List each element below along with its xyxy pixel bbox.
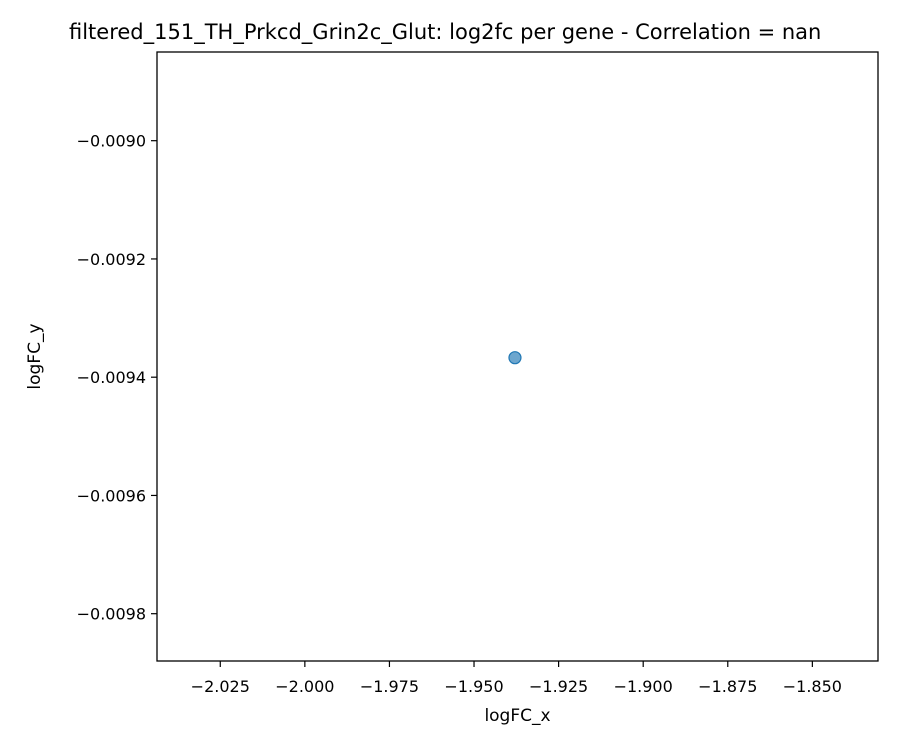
y-tick-label: −0.0090 [77, 132, 146, 151]
x-tick-label: −1.875 [698, 677, 757, 696]
y-axis-ticks: −0.0090 −0.0092 −0.0094 −0.0096 −0.0098 [77, 132, 157, 624]
x-tick-label: −1.850 [783, 677, 842, 696]
chart-title: filtered_151_TH_Prkcd_Grin2c_Glut: log2f… [69, 20, 821, 45]
x-tick-label: −1.950 [444, 677, 503, 696]
x-tick-label: −2.025 [191, 677, 250, 696]
y-tick-label: −0.0098 [77, 605, 146, 624]
x-tick-label: −2.000 [275, 677, 334, 696]
scatter-point [508, 351, 522, 365]
axes-frame [156, 51, 879, 662]
y-tick-label: −0.0094 [77, 368, 146, 387]
x-tick-label: −1.975 [360, 677, 419, 696]
x-axis-ticks: −2.025 −2.000 −1.975 −1.950 −1.925 −1.900 −1.8… [191, 661, 842, 696]
y-tick-label: −0.0096 [77, 486, 146, 505]
x-tick-label: −1.925 [529, 677, 588, 696]
x-axis-label: logFC_x [484, 706, 550, 726]
y-axis-label: logFC_y [25, 323, 45, 389]
y-tick-label: −0.0092 [77, 250, 146, 269]
plot-area [508, 351, 522, 365]
x-tick-label: −1.900 [614, 677, 673, 696]
